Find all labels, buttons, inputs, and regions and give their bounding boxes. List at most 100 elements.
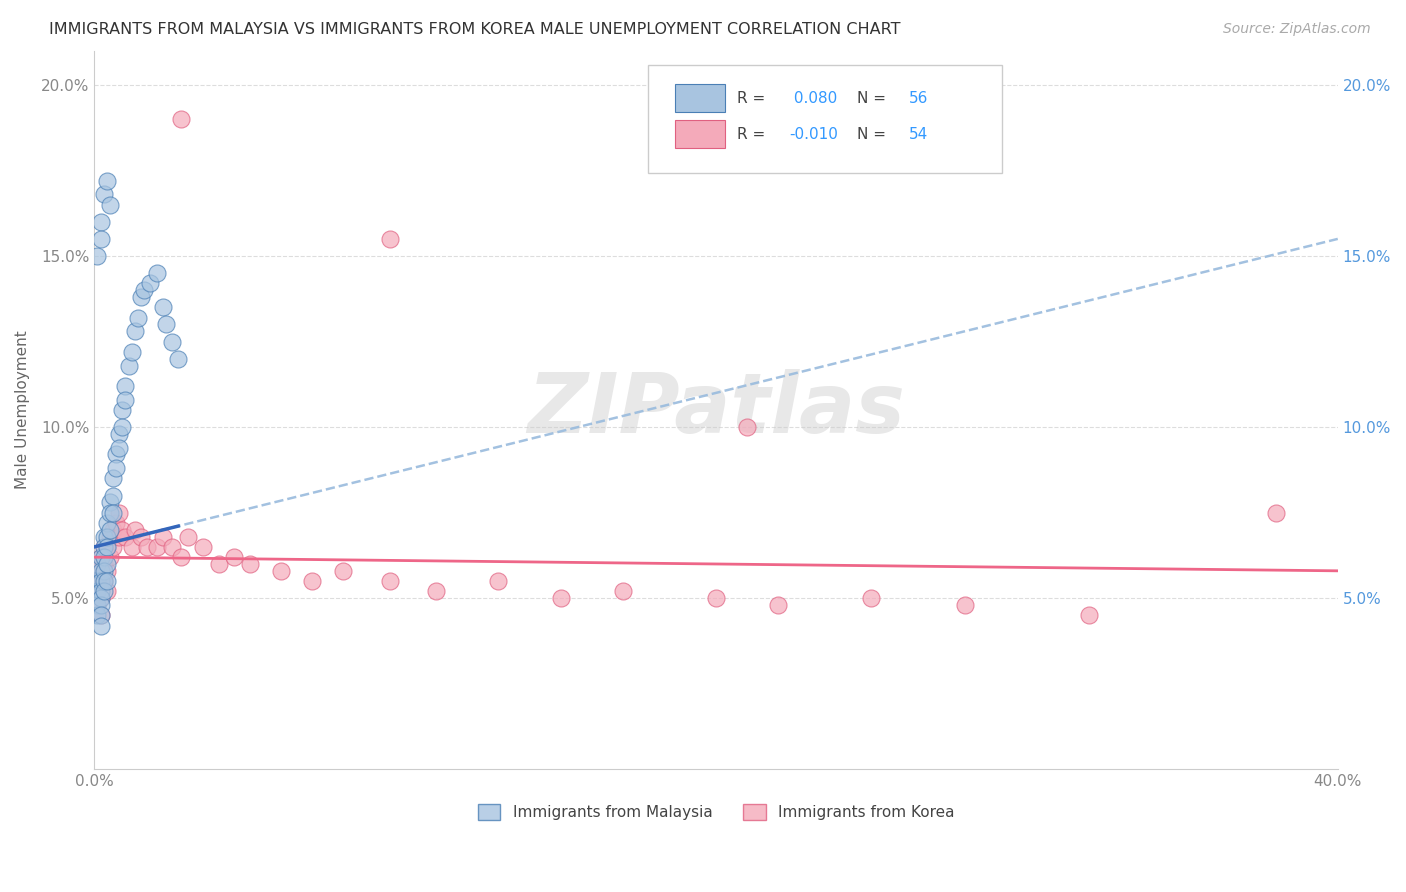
Point — [98, 197, 121, 211]
Point — [90, 574, 112, 588]
Point — [129, 530, 152, 544]
Point — [93, 540, 115, 554]
Point — [96, 174, 118, 188]
Point — [105, 461, 128, 475]
Point — [96, 516, 118, 530]
Point — [145, 540, 167, 554]
Bar — [675, 120, 724, 148]
Text: -0.010: -0.010 — [789, 127, 838, 142]
Point — [270, 564, 292, 578]
Point — [101, 489, 124, 503]
Point — [160, 334, 183, 349]
Point — [735, 420, 758, 434]
Point — [90, 591, 112, 606]
Point — [90, 550, 112, 565]
Point — [93, 564, 115, 578]
Point — [86, 598, 108, 612]
Text: ZIPatlas: ZIPatlas — [527, 369, 905, 450]
Point — [90, 550, 112, 565]
Point — [152, 530, 174, 544]
FancyBboxPatch shape — [648, 65, 1002, 173]
Text: 56: 56 — [908, 91, 928, 105]
Point — [96, 540, 118, 554]
Point — [127, 310, 149, 325]
Text: 54: 54 — [908, 127, 928, 142]
Point — [160, 540, 183, 554]
Point — [86, 598, 108, 612]
Point — [90, 608, 112, 623]
Point — [108, 506, 131, 520]
Point — [378, 232, 401, 246]
Point — [93, 584, 115, 599]
Point — [98, 550, 121, 565]
Point — [96, 540, 118, 554]
Point — [90, 584, 112, 599]
Point — [117, 359, 139, 373]
Point — [239, 557, 262, 571]
Point — [101, 506, 124, 520]
Text: R =: R = — [737, 127, 765, 142]
Point — [612, 584, 634, 599]
Point — [124, 523, 146, 537]
Point — [108, 426, 131, 441]
Point — [425, 584, 447, 599]
Point — [93, 557, 115, 571]
Point — [301, 574, 323, 588]
Point — [96, 564, 118, 578]
Point — [121, 344, 143, 359]
Point — [86, 584, 108, 599]
Point — [86, 564, 108, 578]
Point — [704, 591, 727, 606]
Text: 0.080: 0.080 — [789, 91, 838, 105]
Point — [768, 598, 790, 612]
Point — [93, 574, 115, 588]
Text: N =: N = — [856, 91, 886, 105]
Point — [98, 523, 121, 537]
Point — [90, 557, 112, 571]
Point — [90, 598, 112, 612]
Point — [90, 232, 112, 246]
Bar — [675, 85, 724, 112]
Point — [93, 574, 115, 588]
Point — [111, 523, 134, 537]
Point — [550, 591, 572, 606]
Point — [378, 574, 401, 588]
Point — [332, 564, 354, 578]
Point — [111, 403, 134, 417]
Point — [170, 550, 193, 565]
Point — [129, 290, 152, 304]
Point — [108, 530, 131, 544]
Y-axis label: Male Unemployment: Male Unemployment — [15, 331, 30, 490]
Point — [86, 574, 108, 588]
Point — [224, 550, 246, 565]
Point — [93, 530, 115, 544]
Point — [86, 608, 108, 623]
Point — [176, 530, 198, 544]
Point — [86, 584, 108, 599]
Point — [953, 598, 976, 612]
Point — [114, 379, 136, 393]
Point — [86, 574, 108, 588]
Point — [108, 441, 131, 455]
Point — [98, 506, 121, 520]
Point — [90, 564, 112, 578]
Point — [90, 608, 112, 623]
Point — [167, 351, 190, 366]
Text: IMMIGRANTS FROM MALAYSIA VS IMMIGRANTS FROM KOREA MALE UNEMPLOYMENT CORRELATION : IMMIGRANTS FROM MALAYSIA VS IMMIGRANTS F… — [49, 22, 901, 37]
Point — [90, 574, 112, 588]
Point — [90, 591, 112, 606]
Point — [105, 448, 128, 462]
Point — [1264, 506, 1286, 520]
Text: R =: R = — [737, 91, 765, 105]
Point — [101, 471, 124, 485]
Text: N =: N = — [856, 127, 886, 142]
Point — [132, 283, 155, 297]
Point — [114, 530, 136, 544]
Point — [114, 392, 136, 407]
Point — [93, 187, 115, 202]
Point — [96, 584, 118, 599]
Point — [86, 557, 108, 571]
Point — [86, 249, 108, 263]
Point — [101, 523, 124, 537]
Point — [145, 266, 167, 280]
